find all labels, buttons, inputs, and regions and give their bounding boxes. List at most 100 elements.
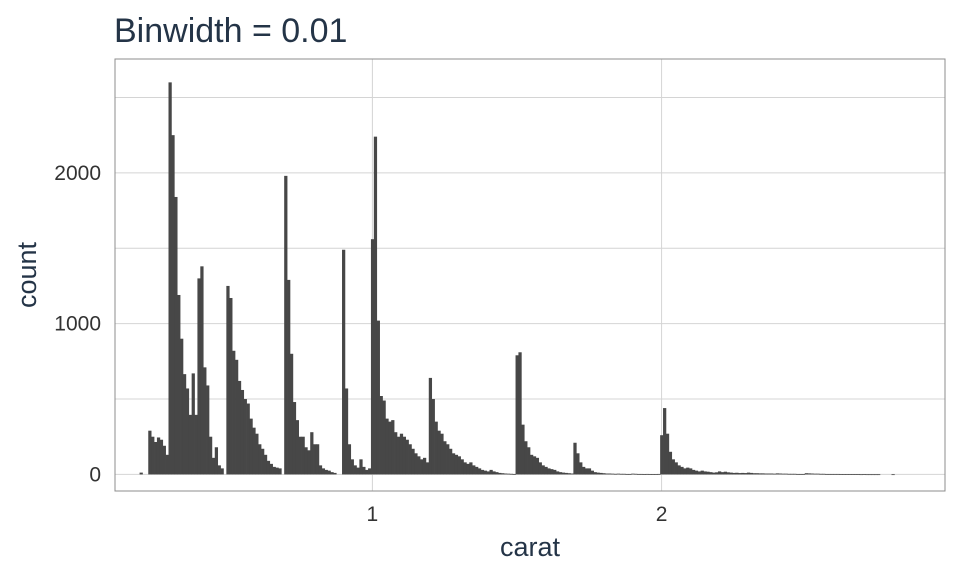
histogram-bar [738,473,742,475]
histogram-bar [359,459,363,475]
histogram-bar [587,468,592,475]
histogram-bar [816,473,820,475]
histogram-bar [162,445,166,475]
histogram-bar [252,427,256,475]
histogram-bar [833,473,837,475]
histogram-bar [848,474,852,475]
histogram-bar [171,135,175,475]
histogram-bar [156,437,161,475]
histogram-bar [573,442,577,475]
histogram-bar [272,466,276,475]
histogram-bar [454,454,459,475]
histogram-bar [671,459,675,475]
histogram-bar [420,459,424,475]
histogram-bar [518,352,522,475]
histogram-bar [654,474,658,475]
histogram-bar [553,469,557,475]
histogram-bar [576,453,580,475]
histogram-bar [191,373,195,475]
histogram-bar [182,374,187,475]
histogram-bar [567,473,571,475]
histogram-bar [463,462,467,475]
histogram-bar [353,465,357,475]
histogram-bar [637,473,641,475]
histogram-bar [639,473,644,475]
histogram-bar [871,474,875,476]
histogram-bar [327,470,331,475]
histogram-bar [856,474,861,475]
histogram-bar [394,432,398,475]
histogram-bar [683,468,687,475]
histogram-bar [483,470,487,475]
y-tick-label: 0 [89,463,101,486]
histogram-bar [139,472,143,475]
histogram-bar [532,456,537,475]
histogram-bar [631,473,635,475]
histogram-bar [582,466,586,475]
histogram-bar [605,473,609,475]
histogram-bar [486,471,490,475]
histogram-bar [558,472,563,475]
histogram-bar [208,436,213,475]
histogram-bar [689,468,693,475]
histogram-bar [715,472,719,475]
histogram-bar [226,285,230,475]
histogram-bar [148,430,152,475]
histogram-bar [422,457,427,475]
histogram-bar [388,421,392,475]
histogram-bar [368,468,372,475]
histogram-bar [214,447,219,475]
histogram-bar [269,463,273,475]
histogram-bar [648,474,652,475]
histogram-bar [480,469,485,475]
histogram-bar [350,459,354,475]
histogram-bar [246,403,250,475]
histogram-bar [822,473,826,475]
histogram-bar [839,474,843,475]
histogram-bar [434,421,438,475]
histogram-bar [570,473,574,475]
histogram-bar [868,474,872,476]
histogram-bar [330,472,334,475]
histogram-bar [877,474,881,476]
histogram-bar [289,353,294,475]
histogram-bar [194,414,198,475]
histogram-bar [657,473,661,475]
histogram-bar [712,472,716,475]
histogram-bar [686,467,690,475]
histogram-bar [830,473,835,475]
histogram-bar [428,377,433,475]
histogram-bar [315,444,320,475]
histogram-bar [746,472,751,475]
histogram-bar [477,468,482,475]
histogram-bar [414,453,418,475]
histogram-bar [229,297,233,475]
histogram-bar [706,471,710,475]
histogram-bar [602,473,606,475]
histogram-bar [865,474,869,476]
histogram-bar [506,473,511,475]
histogram-bar [764,473,768,475]
histogram-bar [709,472,713,475]
histogram-bar [509,473,513,475]
histogram-bar [770,473,774,475]
histogram-bar [451,453,456,475]
histogram-bar [651,474,655,475]
histogram-bar [579,462,583,475]
histogram-bar [726,472,730,475]
histogram-bar [333,472,337,475]
histogram-bar [472,465,476,475]
histogram-bar [443,441,447,475]
histogram-bar [249,418,253,475]
histogram-bar [402,436,406,475]
histogram-bar [584,468,589,475]
histogram-bar [382,400,386,475]
histogram-bar [174,196,178,475]
histogram-bar [616,473,621,475]
histogram-bar [798,473,803,475]
histogram-bars [139,82,895,476]
histogram-bar [188,414,192,475]
histogram-bar [446,444,450,475]
histogram-bar [807,473,811,475]
histogram-bar [810,473,814,475]
